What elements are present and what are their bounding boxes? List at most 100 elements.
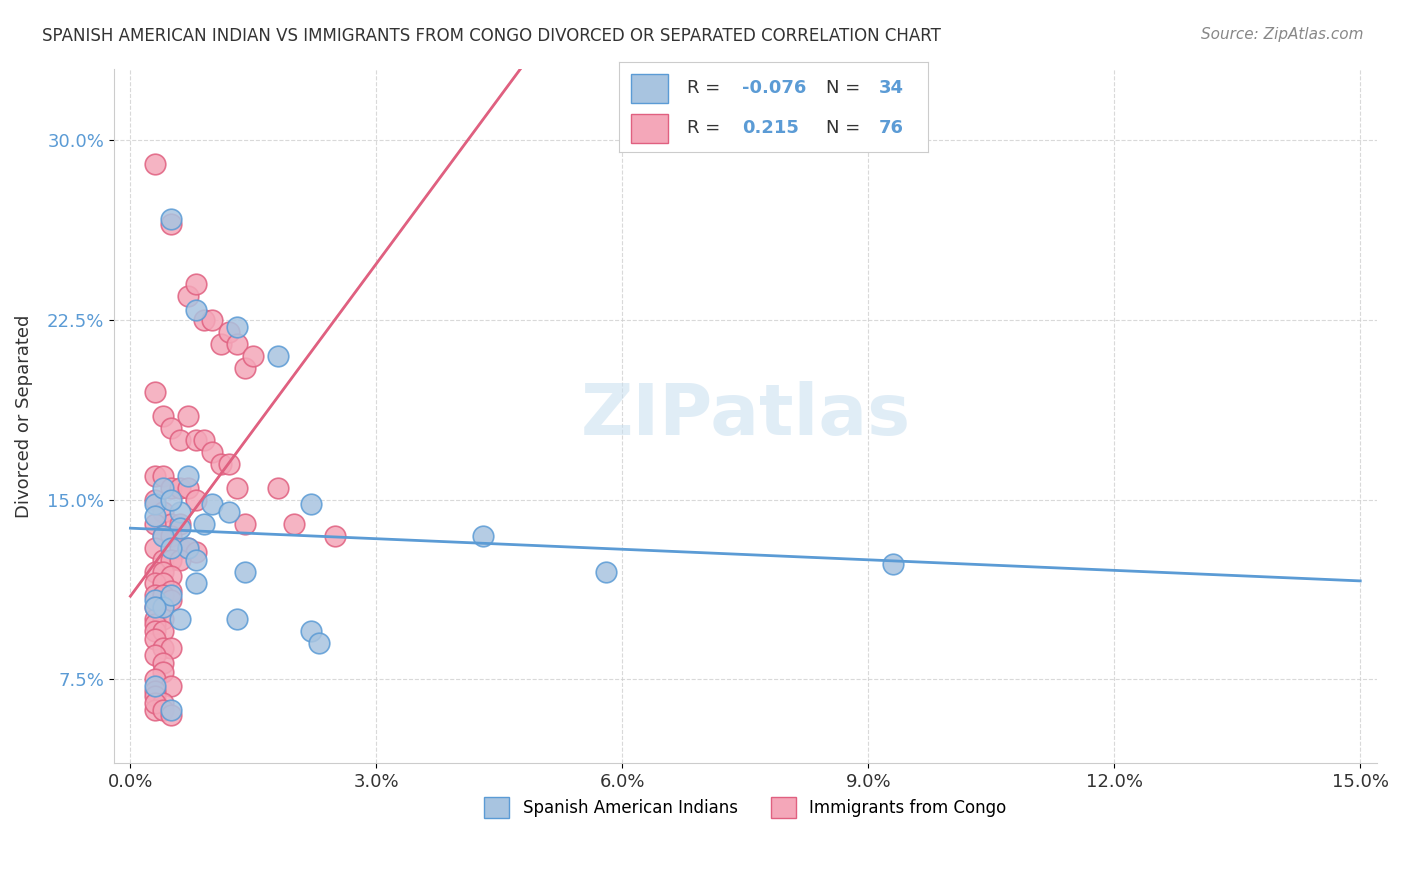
Point	[267, 481, 290, 495]
Point	[143, 600, 166, 615]
Point	[152, 624, 174, 639]
Point	[143, 565, 166, 579]
Point	[152, 528, 174, 542]
Point	[177, 468, 200, 483]
Point	[218, 325, 240, 339]
Text: N =: N =	[825, 79, 866, 97]
Point	[201, 444, 224, 458]
Point	[152, 409, 174, 423]
Point	[143, 680, 166, 694]
Point	[160, 569, 183, 583]
Point	[233, 565, 256, 579]
Text: N =: N =	[825, 120, 866, 137]
Point	[143, 600, 166, 615]
Point	[160, 641, 183, 656]
Point	[193, 433, 215, 447]
Point	[143, 703, 166, 717]
Point	[160, 708, 183, 723]
Point	[184, 433, 207, 447]
Point	[160, 481, 183, 495]
Point	[160, 680, 183, 694]
Point	[152, 612, 174, 626]
Point	[160, 421, 183, 435]
Point	[177, 541, 200, 555]
Point	[267, 349, 290, 363]
Point	[143, 673, 166, 687]
Point	[143, 541, 166, 555]
Point	[226, 320, 249, 334]
Point	[160, 528, 183, 542]
Point	[471, 528, 494, 542]
Point	[160, 589, 183, 603]
Point	[143, 648, 166, 663]
Point	[299, 498, 322, 512]
Point	[160, 492, 183, 507]
Point	[226, 337, 249, 351]
Point	[152, 505, 174, 519]
Point	[160, 217, 183, 231]
Point	[177, 289, 200, 303]
Point	[226, 612, 249, 626]
Point	[143, 624, 166, 639]
Point	[152, 656, 174, 670]
FancyBboxPatch shape	[631, 114, 668, 143]
Point	[184, 303, 207, 318]
Point	[143, 516, 166, 531]
Point	[169, 541, 191, 555]
Point	[152, 696, 174, 710]
Point	[595, 565, 617, 579]
Text: 76: 76	[879, 120, 904, 137]
Point	[152, 589, 174, 603]
Point	[143, 384, 166, 399]
Text: Source: ZipAtlas.com: Source: ZipAtlas.com	[1201, 27, 1364, 42]
Point	[160, 212, 183, 227]
Point	[169, 505, 191, 519]
Point	[299, 624, 322, 639]
Point	[169, 521, 191, 535]
Point	[152, 468, 174, 483]
Point	[177, 481, 200, 495]
Point	[152, 576, 174, 591]
Point	[160, 583, 183, 598]
Point	[143, 576, 166, 591]
Point	[152, 600, 174, 615]
Point	[169, 433, 191, 447]
Point	[233, 360, 256, 375]
Point	[218, 457, 240, 471]
Point	[143, 157, 166, 171]
Legend: Spanish American Indians, Immigrants from Congo: Spanish American Indians, Immigrants fro…	[478, 790, 1014, 824]
Point	[233, 516, 256, 531]
Point	[169, 481, 191, 495]
Point	[184, 277, 207, 291]
Text: R =: R =	[686, 79, 725, 97]
Text: 0.215: 0.215	[742, 120, 799, 137]
Point	[143, 632, 166, 646]
Point	[152, 565, 174, 579]
Point	[169, 612, 191, 626]
Point	[143, 684, 166, 698]
Point	[184, 576, 207, 591]
Point	[143, 696, 166, 710]
Point	[152, 665, 174, 679]
Point	[201, 498, 224, 512]
Point	[152, 641, 174, 656]
Point	[177, 541, 200, 555]
Point	[242, 349, 264, 363]
Point	[143, 593, 166, 607]
Y-axis label: Divorced or Separated: Divorced or Separated	[15, 314, 32, 517]
Point	[209, 457, 232, 471]
Point	[143, 617, 166, 632]
Point	[152, 703, 174, 717]
Point	[160, 703, 183, 717]
Point	[160, 593, 183, 607]
Point	[143, 612, 166, 626]
Point	[143, 498, 166, 512]
Text: -0.076: -0.076	[742, 79, 807, 97]
Point	[283, 516, 305, 531]
Point	[160, 541, 183, 555]
Point	[160, 516, 183, 531]
Point	[177, 409, 200, 423]
FancyBboxPatch shape	[631, 74, 668, 103]
Point	[209, 337, 232, 351]
Point	[218, 505, 240, 519]
